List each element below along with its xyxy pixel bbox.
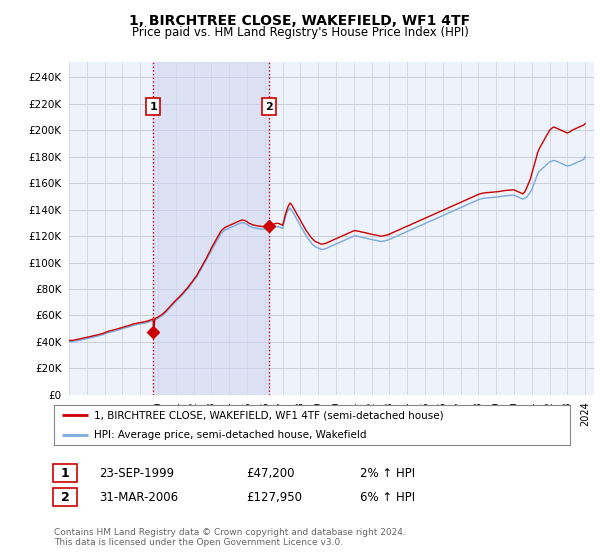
- Text: 1, BIRCHTREE CLOSE, WAKEFIELD, WF1 4TF: 1, BIRCHTREE CLOSE, WAKEFIELD, WF1 4TF: [130, 14, 470, 28]
- Text: 23-SEP-1999: 23-SEP-1999: [99, 466, 174, 480]
- Text: 31-MAR-2006: 31-MAR-2006: [99, 491, 178, 504]
- Text: HPI: Average price, semi-detached house, Wakefield: HPI: Average price, semi-detached house,…: [94, 430, 367, 440]
- Text: 1: 1: [61, 466, 70, 480]
- Text: 1: 1: [149, 101, 157, 111]
- Text: £127,950: £127,950: [246, 491, 302, 504]
- Text: 2: 2: [61, 491, 70, 504]
- Text: Contains HM Land Registry data © Crown copyright and database right 2024.
This d: Contains HM Land Registry data © Crown c…: [54, 528, 406, 547]
- Bar: [153, 62, 269, 395]
- Text: Price paid vs. HM Land Registry's House Price Index (HPI): Price paid vs. HM Land Registry's House …: [131, 26, 469, 39]
- Text: 1, BIRCHTREE CLOSE, WAKEFIELD, WF1 4TF (semi-detached house): 1, BIRCHTREE CLOSE, WAKEFIELD, WF1 4TF (…: [94, 410, 444, 421]
- Text: 2% ↑ HPI: 2% ↑ HPI: [360, 466, 415, 480]
- Text: £47,200: £47,200: [246, 466, 295, 480]
- Text: 6% ↑ HPI: 6% ↑ HPI: [360, 491, 415, 504]
- Text: 2: 2: [265, 101, 273, 111]
